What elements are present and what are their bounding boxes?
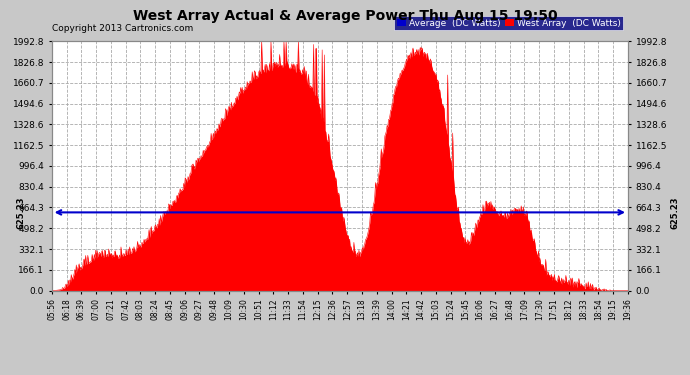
Text: West Array Actual & Average Power Thu Aug 15 19:50: West Array Actual & Average Power Thu Au…	[132, 9, 558, 23]
Legend: Average  (DC Watts), West Array  (DC Watts): Average (DC Watts), West Array (DC Watts…	[395, 16, 623, 30]
Text: 625.23: 625.23	[16, 196, 26, 229]
Text: Copyright 2013 Cartronics.com: Copyright 2013 Cartronics.com	[52, 24, 193, 33]
Text: 625.23: 625.23	[670, 196, 680, 229]
